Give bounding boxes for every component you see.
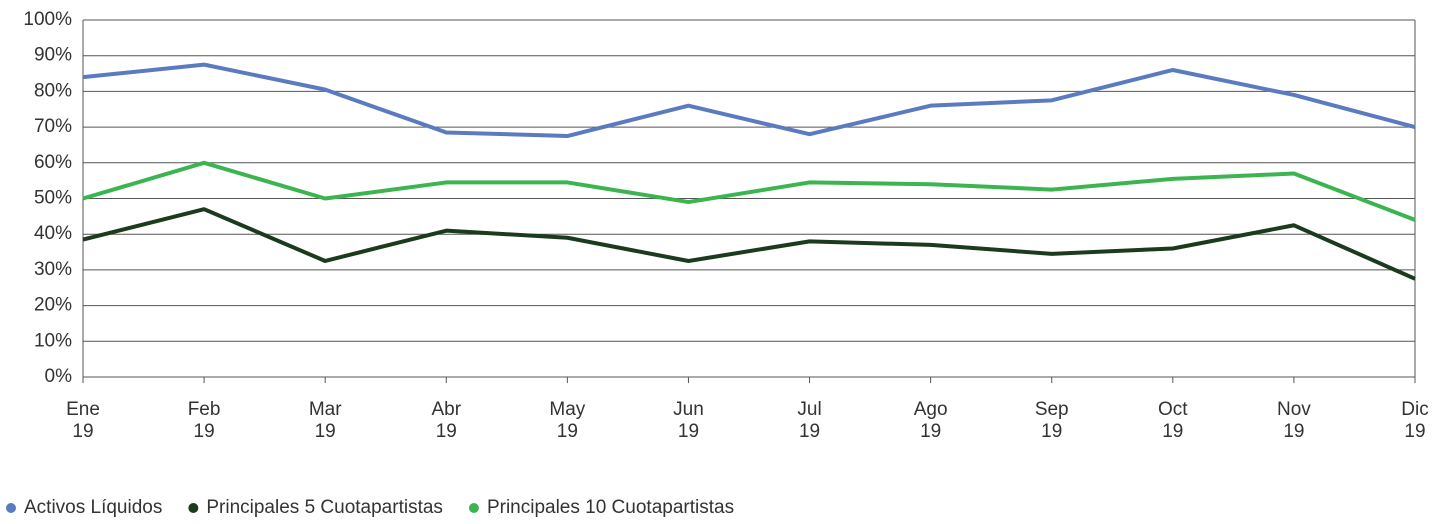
legend-label: Principales 5 Cuotapartistas bbox=[206, 497, 443, 518]
legend-label: Activos Líquidos bbox=[24, 497, 162, 518]
x-tick-label: Jul bbox=[797, 399, 821, 420]
x-tick-label: 19 bbox=[1162, 421, 1183, 442]
x-tick-label: Ago bbox=[914, 399, 948, 420]
y-tick-label: 60% bbox=[34, 152, 72, 173]
y-tick-label: 10% bbox=[34, 330, 72, 351]
y-tick-label: 0% bbox=[45, 366, 73, 387]
y-tick-label: 90% bbox=[34, 45, 72, 66]
x-tick-label: 19 bbox=[1404, 421, 1425, 442]
y-tick-label: 50% bbox=[34, 188, 72, 209]
x-tick-label: 19 bbox=[1041, 421, 1062, 442]
legend-label: Principales 10 Cuotapartistas bbox=[487, 497, 734, 518]
legend-marker bbox=[468, 503, 479, 513]
y-tick-label: 20% bbox=[34, 295, 72, 316]
x-tick-label: 19 bbox=[678, 421, 699, 442]
x-tick-label: Mar bbox=[309, 399, 342, 420]
legend-marker bbox=[6, 503, 16, 513]
y-tick-label: 100% bbox=[23, 9, 72, 30]
x-tick-label: 19 bbox=[194, 421, 215, 442]
x-tick-label: Ene bbox=[66, 399, 100, 420]
x-tick-label: 19 bbox=[436, 421, 457, 442]
x-tick-label: Sep bbox=[1035, 399, 1069, 420]
x-tick-label: May bbox=[549, 399, 585, 420]
x-tick-label: 19 bbox=[1283, 421, 1304, 442]
x-tick-label: 19 bbox=[315, 421, 336, 442]
legend-marker bbox=[188, 503, 199, 513]
x-tick-label: Nov bbox=[1277, 399, 1311, 420]
x-tick-label: Dic bbox=[1401, 399, 1428, 420]
x-tick-label: 19 bbox=[799, 421, 820, 442]
x-tick-label: Oct bbox=[1158, 399, 1188, 420]
x-tick-label: 19 bbox=[557, 421, 578, 442]
y-tick-label: 80% bbox=[34, 80, 72, 101]
line-series bbox=[82, 62, 1416, 139]
x-tick-label: 19 bbox=[72, 421, 93, 442]
y-tick-label: 70% bbox=[34, 116, 72, 137]
x-tick-label: Feb bbox=[188, 399, 221, 420]
y-tick-label: 30% bbox=[34, 259, 72, 280]
x-tick-label: Abr bbox=[431, 399, 461, 420]
line-series bbox=[82, 160, 1416, 222]
x-tick-label: Jun bbox=[673, 399, 704, 420]
y-tick-label: 40% bbox=[34, 223, 72, 244]
x-tick-label: 19 bbox=[920, 421, 941, 442]
line-series bbox=[82, 207, 1416, 281]
